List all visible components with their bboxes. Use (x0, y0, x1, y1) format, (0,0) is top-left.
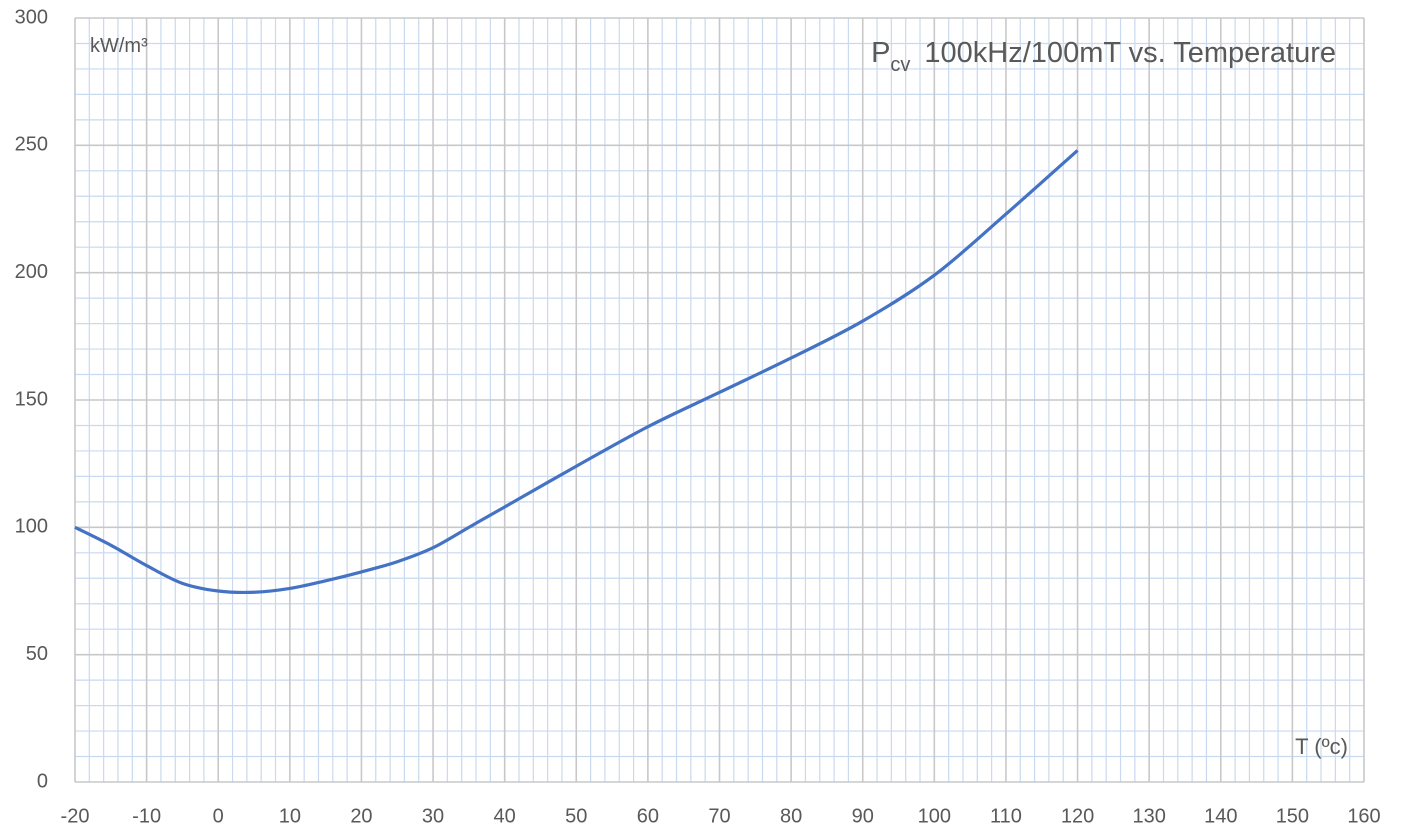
x-tick-label: 140 (1204, 805, 1237, 827)
x-tick-label: 50 (565, 805, 587, 827)
grid (74, 17, 1365, 783)
x-tick-label: 110 (990, 805, 1022, 827)
title-rest: 100kHz/100mT vs. Temperature (924, 37, 1336, 69)
x-axis-label: T (ºc) (1295, 734, 1348, 759)
y-tick-label: 200 (15, 261, 48, 283)
x-tick-label: 70 (708, 805, 730, 827)
x-tick-label: 160 (1347, 805, 1380, 827)
title-main: P (871, 37, 890, 69)
chart-title: Pcv 100kHz/100mT vs. Temperature (871, 37, 1336, 76)
x-tick-label: 40 (494, 805, 516, 827)
x-tick-label: 150 (1276, 805, 1309, 827)
y-tick-label: 300 (15, 6, 48, 28)
x-tick-label: 10 (279, 805, 301, 827)
x-tick-label: 120 (1061, 805, 1094, 827)
y-tick-label: 50 (26, 643, 48, 665)
x-tick-label: 30 (422, 805, 444, 827)
y-tick-label: 150 (15, 388, 48, 410)
data-line (74, 149, 1079, 595)
x-tick-label: -20 (61, 805, 90, 827)
x-tick-label: 130 (1132, 805, 1165, 827)
x-tick-label: 100 (918, 805, 951, 827)
y-tick-label: 250 (15, 134, 48, 156)
y-tick-label: 0 (37, 770, 48, 792)
x-tick-label: 20 (350, 805, 372, 827)
x-tick-label: 90 (852, 805, 874, 827)
x-tick-label: -10 (132, 805, 161, 827)
title-sub: cv (890, 54, 910, 76)
y-axis-label: kW/m³ (90, 35, 148, 57)
x-tick-label: 0 (213, 805, 224, 827)
x-tick-label: 60 (637, 805, 659, 827)
x-tick-label: 80 (780, 805, 802, 827)
y-tick-label: 100 (15, 516, 48, 538)
